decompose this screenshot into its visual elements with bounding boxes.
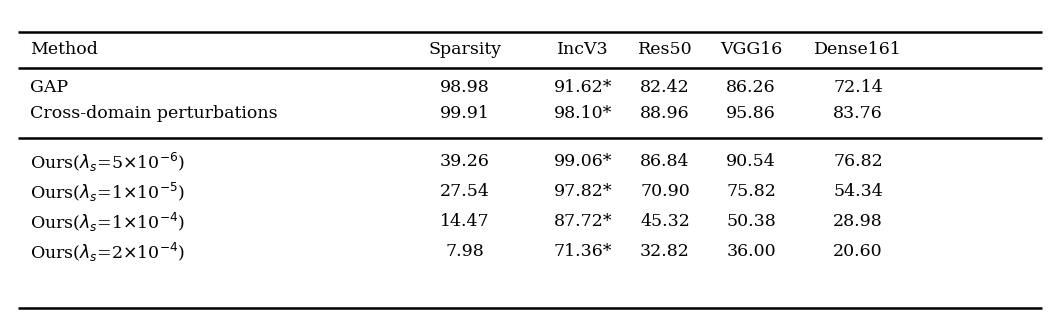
Text: 50.38: 50.38 [726,213,776,230]
Text: Res50: Res50 [638,41,693,58]
Text: 28.98: 28.98 [833,213,883,230]
Text: 14.47: 14.47 [441,213,490,230]
Text: 95.86: 95.86 [726,105,776,122]
Text: 7.98: 7.98 [446,244,484,261]
Text: 54.34: 54.34 [833,184,883,201]
Text: 27.54: 27.54 [441,184,490,201]
Text: Dense161: Dense161 [814,41,902,58]
Text: 98.10*: 98.10* [554,105,612,122]
Text: Ours($\lambda_s$=1$\times$10$^{-4}$): Ours($\lambda_s$=1$\times$10$^{-4}$) [30,211,185,234]
Text: 75.82: 75.82 [726,184,776,201]
Text: 36.00: 36.00 [726,244,776,261]
Text: VGG16: VGG16 [720,41,783,58]
Text: Ours($\lambda_s$=2$\times$10$^{-4}$): Ours($\lambda_s$=2$\times$10$^{-4}$) [30,240,185,264]
Text: Ours($\lambda_s$=5$\times$10$^{-6}$): Ours($\lambda_s$=5$\times$10$^{-6}$) [30,151,185,174]
Text: 32.82: 32.82 [640,244,689,261]
Text: 71.36*: 71.36* [554,244,612,261]
Text: Cross-domain perturbations: Cross-domain perturbations [30,105,277,122]
Text: IncV3: IncV3 [557,41,609,58]
Text: 97.82*: 97.82* [554,184,612,201]
Text: 86.26: 86.26 [726,80,776,97]
Text: Method: Method [30,41,97,58]
Text: 88.96: 88.96 [641,105,689,122]
Text: 20.60: 20.60 [833,244,883,261]
Text: 82.42: 82.42 [640,80,689,97]
Text: 72.14: 72.14 [833,80,883,97]
Text: Sparsity: Sparsity [429,41,502,58]
Text: Ours($\lambda_s$=1$\times$10$^{-5}$): Ours($\lambda_s$=1$\times$10$^{-5}$) [30,180,185,204]
Text: 83.76: 83.76 [833,105,883,122]
Text: 70.90: 70.90 [640,184,689,201]
Text: 99.06*: 99.06* [554,153,612,170]
Text: 98.98: 98.98 [441,80,490,97]
Text: 39.26: 39.26 [441,153,490,170]
Text: 99.91: 99.91 [441,105,490,122]
Text: 76.82: 76.82 [833,153,883,170]
Text: 91.62*: 91.62* [554,80,612,97]
Text: 87.72*: 87.72* [554,213,612,230]
Text: 45.32: 45.32 [640,213,689,230]
Text: GAP: GAP [30,80,68,97]
Text: 90.54: 90.54 [726,153,776,170]
Text: 86.84: 86.84 [641,153,689,170]
